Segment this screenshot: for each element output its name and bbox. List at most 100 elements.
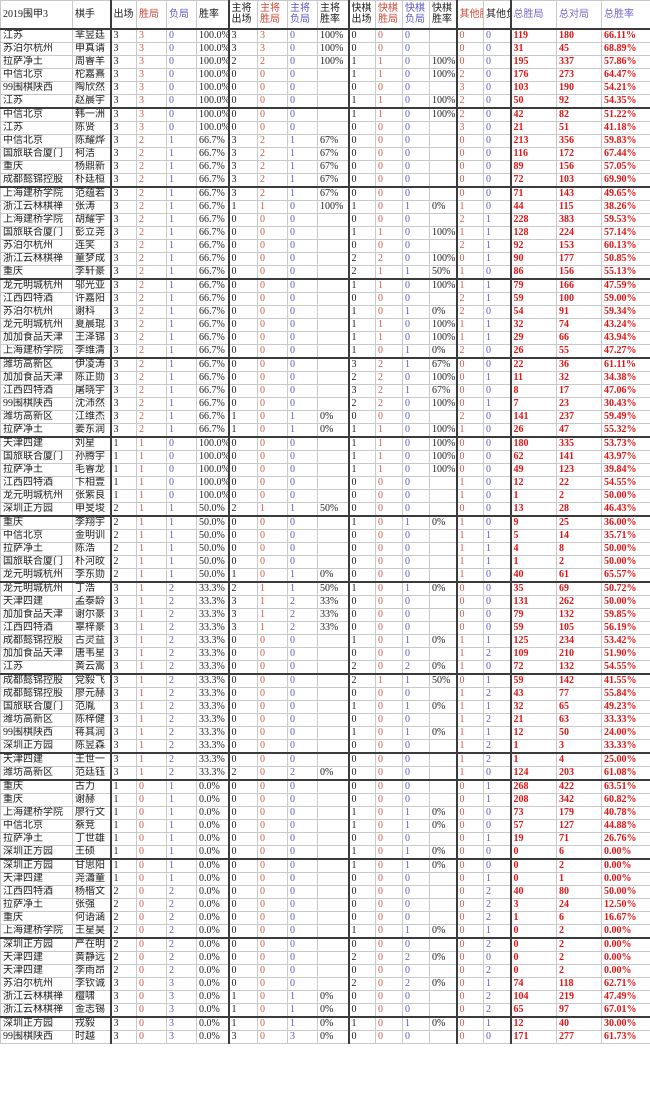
cell-main-wins[interactable]: 2 [257, 159, 288, 174]
cell-rapid-wins[interactable]: 1 [375, 278, 403, 293]
cell-total-wins[interactable]: 59 [510, 291, 557, 306]
cell-rapid-wins[interactable]: 0 [375, 646, 403, 661]
cell-rapid-win-rate[interactable] [429, 594, 458, 609]
cell-total-wins[interactable]: 228 [510, 212, 557, 227]
cell-player[interactable]: 范胤 [72, 699, 112, 714]
cell-main-games[interactable]: 0 [228, 818, 258, 833]
cell-games[interactable]: 3 [110, 186, 137, 201]
cell-total-wins[interactable]: 116 [510, 146, 557, 161]
cell-main-losses[interactable]: 0 [287, 462, 318, 477]
cell-main-games[interactable]: 0 [228, 633, 258, 648]
cell-main-wins[interactable]: 0 [257, 225, 288, 240]
cell-main-wins[interactable]: 0 [257, 633, 288, 648]
cell-rapid-losses[interactable]: 1 [402, 725, 430, 740]
cell-losses[interactable]: 0 [166, 436, 197, 451]
cell-total-wins[interactable]: 0 [510, 858, 557, 873]
cell-main-games[interactable]: 0 [228, 515, 258, 530]
cell-player[interactable]: 柯洁 [72, 146, 112, 161]
cell-total-games[interactable]: 17 [556, 383, 602, 398]
cell-games[interactable]: 3 [110, 620, 137, 635]
cell-total-win-rate[interactable]: 44.88% [601, 818, 650, 833]
cell-main-wins[interactable]: 0 [257, 264, 288, 280]
cell-rapid-wins[interactable]: 0 [375, 989, 403, 1004]
cell-main-games[interactable]: 0 [228, 383, 258, 398]
cell-main-losses[interactable]: 1 [287, 1002, 318, 1018]
cell-rapid-losses[interactable]: 1 [402, 343, 430, 359]
cell-player[interactable]: 檀啸 [72, 989, 112, 1004]
cell-main-losses[interactable]: 1 [287, 989, 318, 1004]
cell-total-games[interactable]: 6 [556, 910, 602, 925]
cell-player[interactable]: 戎毅 [72, 1016, 112, 1031]
cell-losses[interactable]: 1 [166, 186, 197, 201]
cell-other-wins[interactable]: 0 [456, 462, 484, 477]
cell-total-wins[interactable]: 72 [510, 172, 557, 188]
cell-total-games[interactable]: 24 [556, 897, 602, 912]
cell-main-wins[interactable]: 1 [257, 501, 288, 517]
cell-wins[interactable]: 1 [136, 581, 167, 596]
cell-other-losses[interactable]: 1 [483, 238, 512, 253]
cell-other-wins[interactable]: 0 [456, 449, 484, 464]
cell-total-games[interactable]: 335 [556, 436, 602, 451]
cell-rapid-losses[interactable]: 1 [402, 357, 430, 372]
cell-win-rate[interactable]: 33.3% [196, 765, 230, 781]
cell-team[interactable]: 天津四建 [0, 950, 73, 965]
cell-rapid-win-rate[interactable] [429, 712, 458, 727]
cell-main-losses[interactable]: 0 [287, 41, 318, 56]
cell-total-games[interactable]: 132 [556, 607, 602, 622]
cell-rapid-win-rate[interactable]: 0% [429, 199, 458, 214]
cell-rapid-win-rate[interactable] [429, 884, 458, 899]
cell-rapid-losses[interactable]: 0 [402, 133, 430, 148]
cell-main-losses[interactable]: 2 [287, 607, 318, 622]
cell-total-wins[interactable]: 50 [510, 93, 557, 109]
cell-wins[interactable]: 2 [136, 172, 167, 188]
cell-games[interactable]: 3 [110, 607, 137, 622]
cell-total-wins[interactable]: 57 [510, 818, 557, 833]
cell-rapid-wins[interactable]: 0 [375, 805, 403, 820]
cell-rapid-win-rate[interactable]: 50% [429, 673, 458, 688]
cell-other-losses[interactable]: 0 [483, 659, 512, 675]
cell-rapid-games[interactable]: 0 [348, 1029, 376, 1044]
cell-rapid-games[interactable]: 0 [348, 779, 376, 794]
cell-rapid-games[interactable]: 0 [348, 501, 376, 517]
cell-rapid-wins[interactable]: 0 [375, 884, 403, 899]
cell-rapid-losses[interactable]: 1 [402, 304, 430, 319]
cell-team[interactable]: 成都懿锦控股 [0, 673, 73, 688]
cell-total-games[interactable]: 166 [556, 278, 602, 293]
cell-rapid-losses[interactable]: 0 [402, 107, 430, 122]
cell-player[interactable]: 何语涵 [72, 910, 112, 925]
cell-other-wins[interactable]: 2 [456, 107, 484, 122]
cell-win-rate[interactable]: 0.0% [196, 792, 230, 807]
cell-games[interactable]: 2 [110, 528, 137, 543]
cell-total-wins[interactable]: 21 [510, 120, 557, 135]
cell-total-games[interactable]: 237 [556, 409, 602, 424]
cell-main-wins[interactable]: 0 [257, 370, 288, 385]
col-header-total-win-rate[interactable]: 总胜率 [601, 0, 650, 30]
cell-rapid-win-rate[interactable] [429, 159, 458, 174]
cell-team[interactable]: 天津四建 [0, 594, 73, 609]
cell-main-win-rate[interactable]: 100% [317, 41, 350, 56]
cell-games[interactable]: 3 [110, 422, 137, 438]
cell-team[interactable]: 拉萨净土 [0, 831, 73, 846]
cell-other-wins[interactable]: 1 [456, 488, 484, 503]
cell-rapid-win-rate[interactable]: 100% [429, 107, 458, 122]
cell-other-losses[interactable]: 1 [483, 779, 512, 794]
cell-main-wins[interactable]: 0 [257, 765, 288, 781]
cell-rapid-games[interactable]: 0 [348, 80, 376, 95]
cell-win-rate[interactable]: 0.0% [196, 910, 230, 925]
cell-other-wins[interactable]: 0 [456, 159, 484, 174]
cell-main-losses[interactable]: 1 [287, 133, 318, 148]
cell-wins[interactable]: 2 [136, 264, 167, 280]
cell-rapid-losses[interactable]: 0 [402, 646, 430, 661]
cell-team[interactable]: 国旅联合厦门 [0, 146, 73, 161]
cell-main-win-rate[interactable] [317, 950, 350, 965]
cell-losses[interactable]: 3 [166, 1029, 197, 1044]
cell-total-win-rate[interactable]: 47.59% [601, 278, 650, 293]
cell-other-wins[interactable]: 0 [456, 146, 484, 161]
cell-total-win-rate[interactable]: 50.00% [601, 488, 650, 503]
cell-losses[interactable]: 2 [166, 725, 197, 740]
cell-main-losses[interactable]: 0 [287, 436, 318, 451]
cell-other-wins[interactable]: 0 [456, 41, 484, 56]
cell-team[interactable]: 天津四建 [0, 752, 73, 767]
cell-main-games[interactable]: 0 [228, 792, 258, 807]
cell-rapid-losses[interactable]: 0 [402, 251, 430, 266]
